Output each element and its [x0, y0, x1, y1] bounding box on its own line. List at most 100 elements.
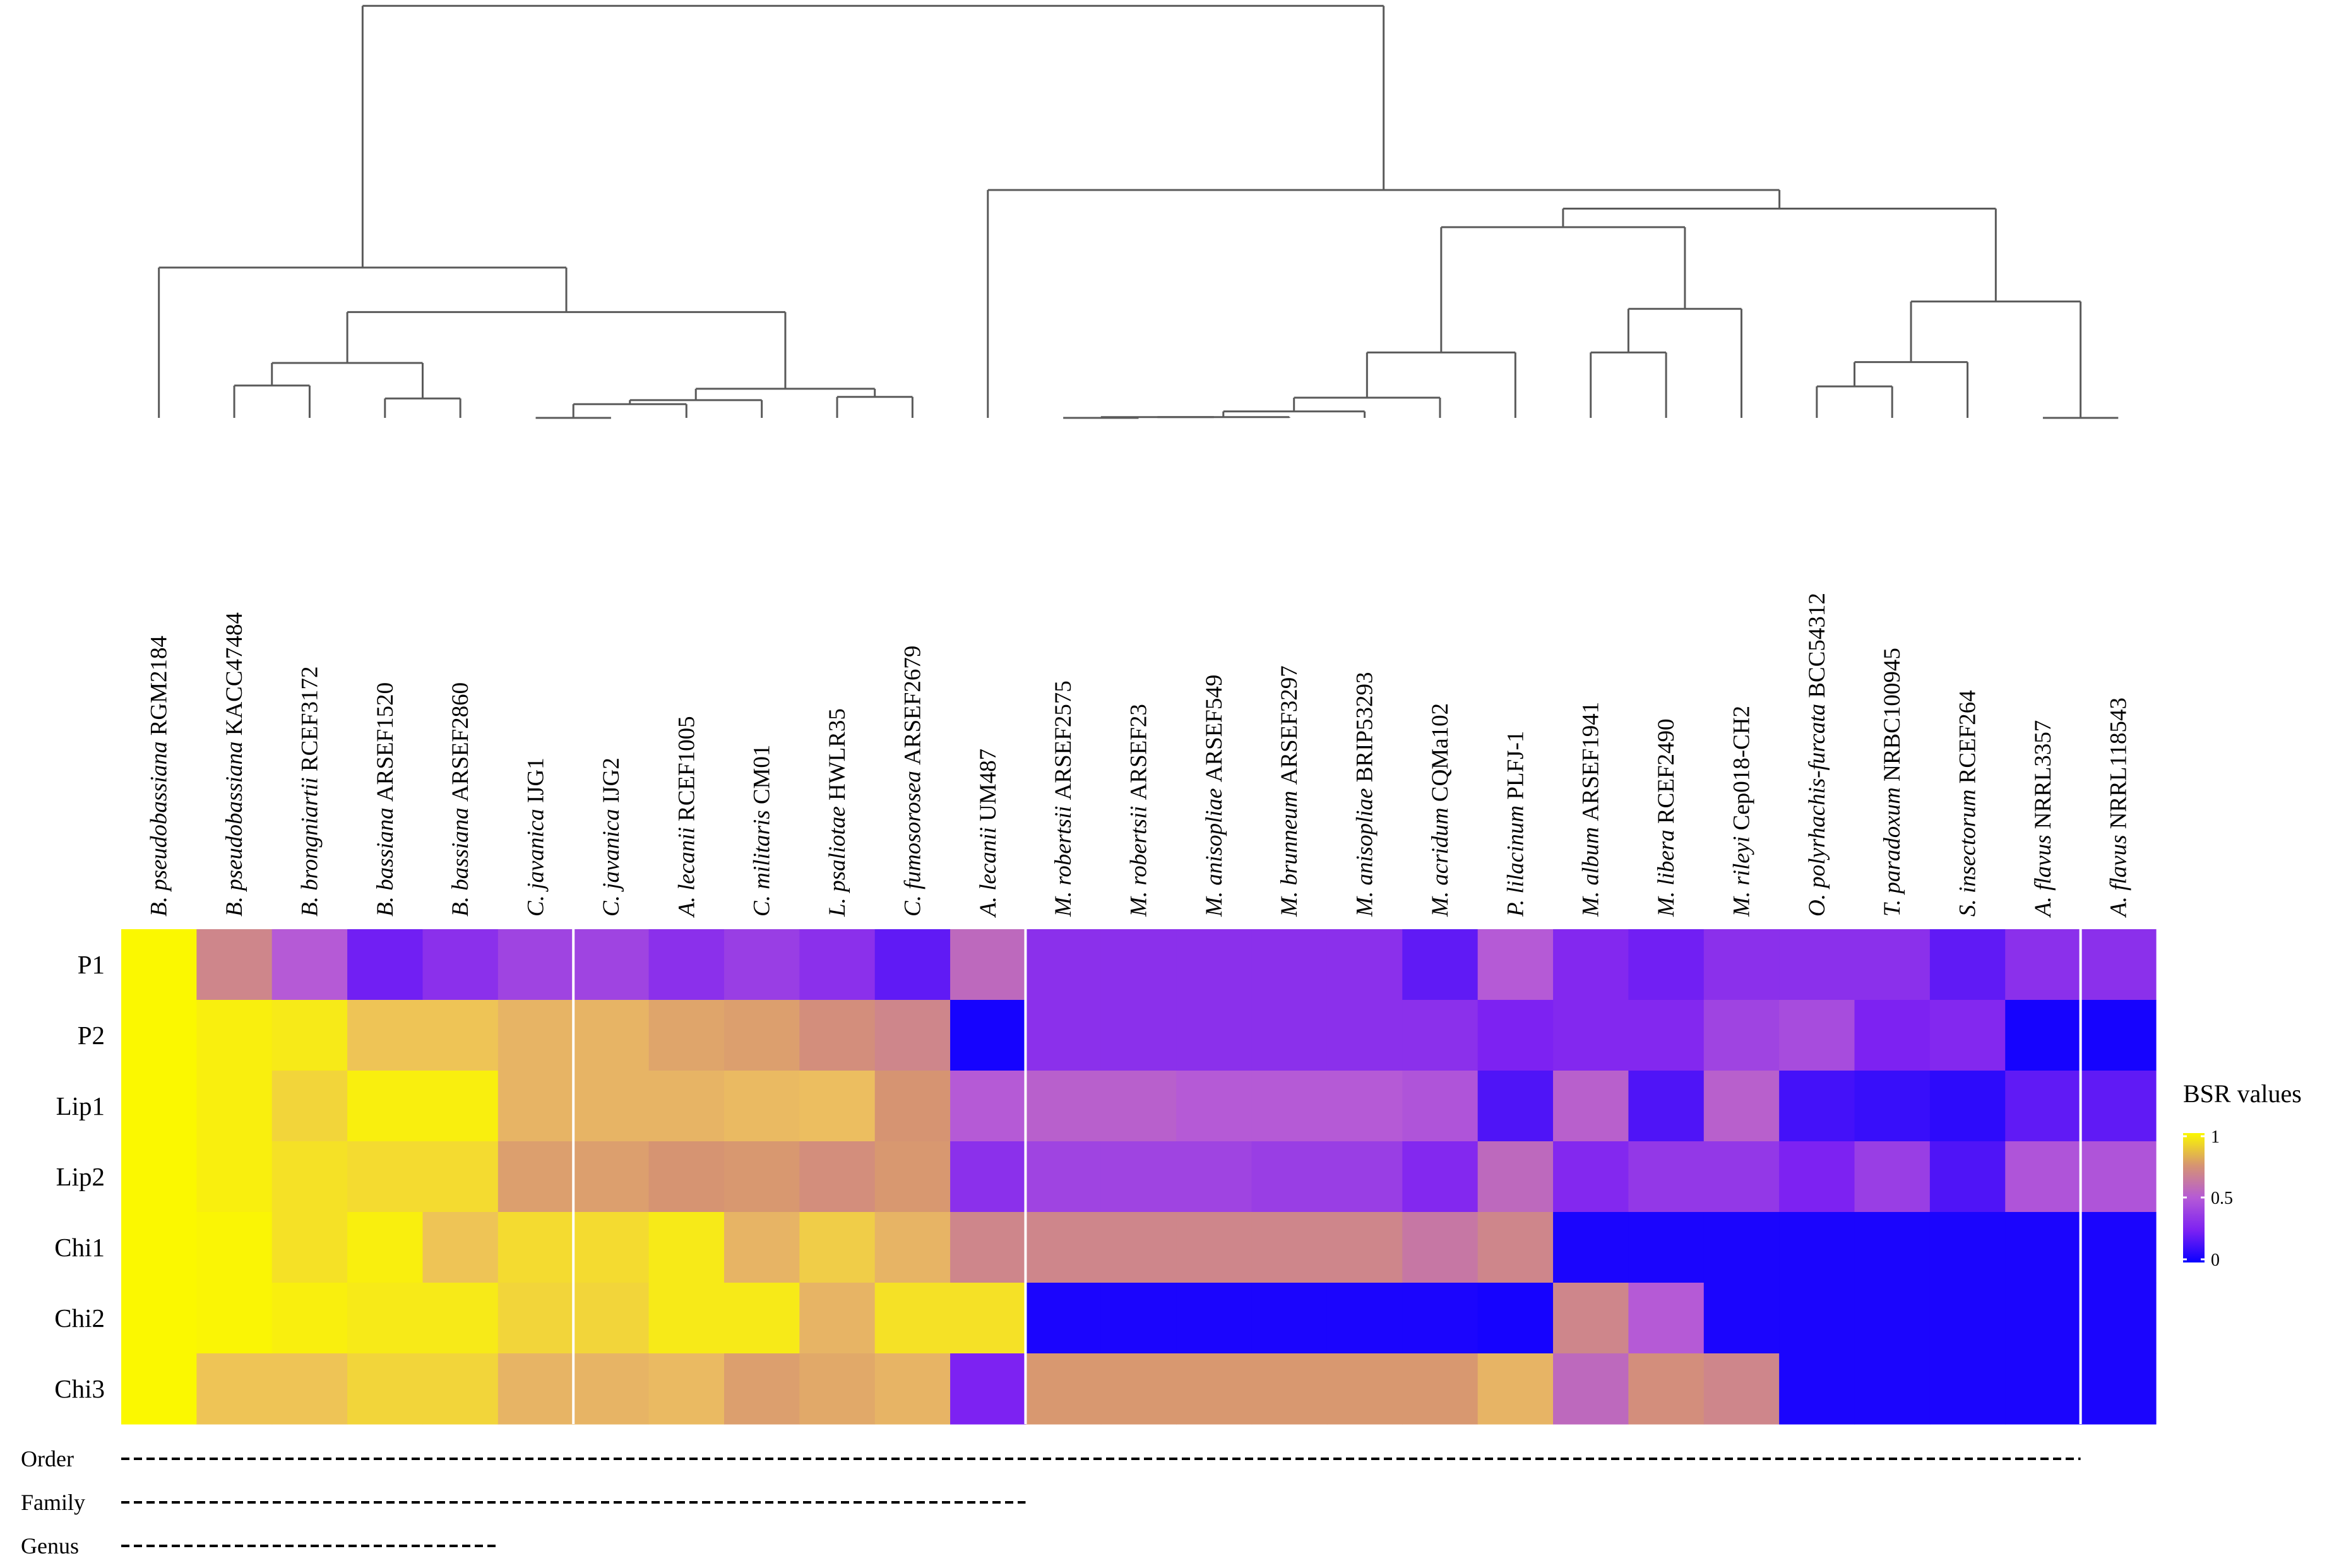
cell-chi1-1	[196, 1212, 273, 1283]
cell-chi2-2	[271, 1283, 348, 1354]
cell-chi3-6	[573, 1353, 650, 1425]
cell-p1-23	[1854, 929, 1931, 1001]
cell-p2-24	[1929, 1000, 2006, 1071]
cell-p1-4	[422, 929, 499, 1001]
column-label-1: B. pseudobassiana KACC47484	[222, 612, 247, 917]
column-label-10: C. fumosorosea ARSEF2679	[900, 646, 926, 917]
cell-lip2-8	[723, 1141, 800, 1213]
cell-lip1-7	[648, 1071, 725, 1142]
cell-lip1-4	[422, 1071, 499, 1142]
column-label-13: M. robertsii ARSEF23	[1126, 704, 1152, 917]
cell-p1-17	[1402, 929, 1479, 1001]
cell-p1-24	[1929, 929, 2006, 1001]
cell-p2-21	[1703, 1000, 1780, 1071]
cell-chi1-0	[121, 1212, 197, 1283]
cell-chi1-9	[799, 1212, 876, 1283]
cell-p1-0	[121, 929, 197, 1001]
cell-p1-26	[2080, 929, 2157, 1001]
cell-p2-14	[1176, 1000, 1253, 1071]
cell-p2-2	[271, 1000, 348, 1071]
cell-chi2-3	[347, 1283, 424, 1354]
column-label-6: C. javanica IJG2	[598, 757, 624, 917]
column-label-18: P. lilacinum PLFJ-1	[1503, 731, 1528, 917]
cell-chi1-4	[422, 1212, 499, 1283]
cell-p2-5	[497, 1000, 574, 1071]
cell-chi2-21	[1703, 1283, 1780, 1354]
cell-lip2-2	[271, 1141, 348, 1213]
cell-p2-20	[1628, 1000, 1705, 1071]
cell-chi3-18	[1477, 1353, 1554, 1425]
cell-chi1-12	[1025, 1212, 1102, 1283]
cell-chi1-3	[347, 1212, 424, 1283]
cell-p2-12	[1025, 1000, 1102, 1071]
cell-lip2-16	[1326, 1141, 1403, 1213]
cell-p2-4	[422, 1000, 499, 1071]
cell-chi1-5	[497, 1212, 574, 1283]
cell-chi2-24	[1929, 1283, 2006, 1354]
cell-chi2-4	[422, 1283, 499, 1354]
cell-chi2-14	[1176, 1283, 1253, 1354]
row-label-p1: P1	[78, 950, 105, 979]
legend-title: BSR values	[2183, 1079, 2302, 1108]
cell-p1-19	[1553, 929, 1629, 1001]
cell-lip2-13	[1100, 1141, 1177, 1213]
column-label-11: A. lecanii UM487	[975, 749, 1001, 918]
cell-lip1-23	[1854, 1071, 1931, 1142]
cell-p1-18	[1477, 929, 1554, 1001]
cell-chi3-22	[1779, 1353, 1855, 1425]
cell-chi1-13	[1100, 1212, 1177, 1283]
column-label-22: O. polyrhachis-furcata BCC54312	[1804, 593, 1830, 917]
cell-p1-1	[196, 929, 273, 1001]
cell-chi3-17	[1402, 1353, 1479, 1425]
cell-chi1-16	[1326, 1212, 1403, 1283]
column-label-8: C. militaris CM01	[749, 745, 775, 917]
cell-lip1-12	[1025, 1071, 1102, 1142]
row-label-lip1: Lip1	[56, 1091, 105, 1120]
column-dendrogram	[158, 4, 2119, 419]
cell-lip1-17	[1402, 1071, 1479, 1142]
cell-p2-1	[196, 1000, 273, 1071]
cell-lip2-19	[1553, 1141, 1629, 1213]
column-label-16: M. anisopliae BRIP53293	[1352, 672, 1378, 918]
track-label-order: Order	[21, 1446, 74, 1471]
cell-chi2-18	[1477, 1283, 1554, 1354]
row-label-chi2: Chi2	[54, 1304, 105, 1333]
cell-lip2-6	[573, 1141, 650, 1213]
column-labels: B. pseudobassiana RGM2184 B. pseudobassia…	[146, 593, 2132, 918]
cell-chi2-13	[1100, 1283, 1177, 1354]
cell-p2-19	[1553, 1000, 1629, 1071]
cell-chi3-5	[497, 1353, 574, 1425]
cell-chi1-22	[1779, 1212, 1855, 1283]
cell-p1-14	[1176, 929, 1253, 1001]
cell-lip1-11	[950, 1071, 1027, 1142]
cell-chi2-20	[1628, 1283, 1705, 1354]
cell-lip2-14	[1176, 1141, 1253, 1213]
cell-lip2-21	[1703, 1141, 1780, 1213]
cell-chi1-19	[1553, 1212, 1629, 1283]
cell-p1-9	[799, 929, 876, 1001]
heatmap-cells	[121, 929, 2157, 1425]
cell-chi3-24	[1929, 1353, 2006, 1425]
column-label-12: M. robertsii ARSEF2575	[1051, 680, 1076, 917]
cell-p2-16	[1326, 1000, 1403, 1071]
cell-p2-7	[648, 1000, 725, 1071]
cell-p2-13	[1100, 1000, 1177, 1071]
column-label-17: M. acridum CQMa102	[1427, 703, 1453, 917]
cell-lip2-7	[648, 1141, 725, 1213]
cell-chi3-25	[2005, 1353, 2081, 1425]
legend-tick-0-5: 0.5	[2211, 1189, 2233, 1208]
cell-p2-0	[121, 1000, 197, 1071]
cell-lip2-10	[874, 1141, 951, 1213]
row-label-lip2: Lip2	[56, 1162, 105, 1191]
column-label-4: B. bassiana ARSEF2860	[448, 682, 473, 917]
track-label-genus: Genus	[21, 1533, 79, 1559]
cell-chi2-23	[1854, 1283, 1931, 1354]
cell-chi1-21	[1703, 1212, 1780, 1283]
column-label-26: A. flavus NRRL118543	[2105, 698, 2131, 918]
cell-p2-26	[2080, 1000, 2157, 1071]
cell-lip1-21	[1703, 1071, 1780, 1142]
cell-p2-11	[950, 1000, 1027, 1071]
cell-p1-13	[1100, 929, 1177, 1001]
cell-chi3-2	[271, 1353, 348, 1425]
legend-tick-0: 0	[2211, 1250, 2220, 1270]
